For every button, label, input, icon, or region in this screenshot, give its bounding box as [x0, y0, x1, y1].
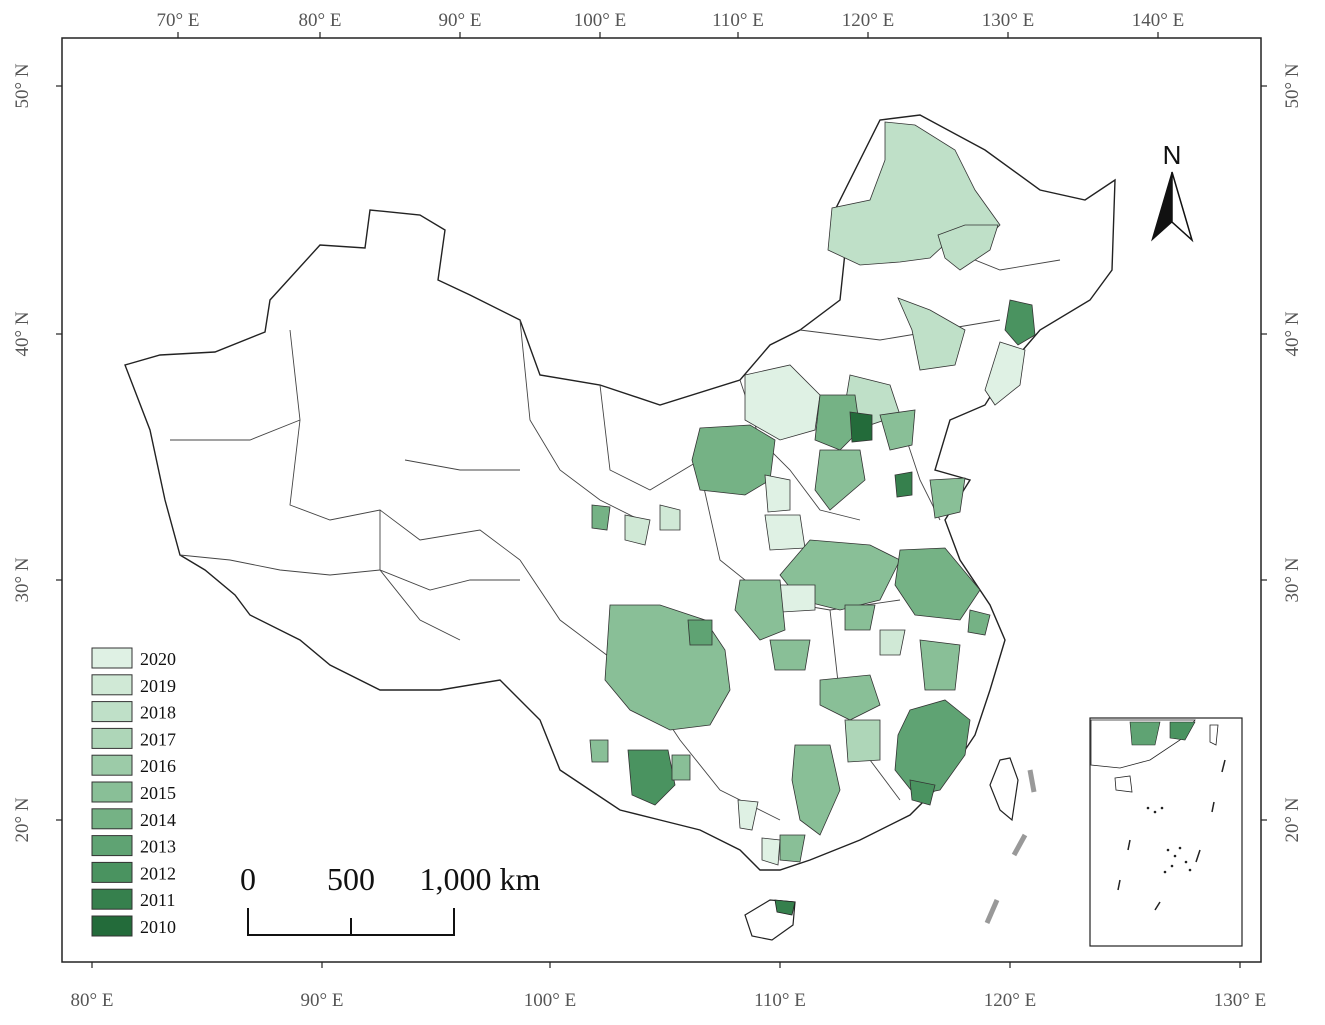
bottom-axis-label: 120° E	[984, 990, 1036, 1011]
region-shaded	[984, 341, 1026, 406]
scale-label: 1,000 km	[420, 861, 541, 897]
region-shaded	[687, 619, 713, 646]
scale-label: 0	[240, 861, 256, 897]
top-axis-labels: 70° E 80° E 90° E 100° E 110° E 120° E 1…	[157, 10, 1185, 31]
legend-label: 2012	[140, 863, 176, 883]
region-shaded	[764, 514, 806, 551]
legend-label: 2018	[140, 703, 176, 723]
region-shaded	[591, 504, 611, 531]
region-shaded	[624, 514, 651, 546]
region-shaded	[779, 584, 816, 613]
legend-label: 2013	[140, 837, 176, 857]
region-shaded	[744, 364, 821, 441]
legend-swatch	[91, 861, 133, 883]
legend-label: 2017	[140, 729, 176, 749]
region-shaded	[1004, 299, 1036, 346]
region-shaded	[659, 504, 681, 531]
legend-swatch	[91, 727, 133, 749]
legend-label: 2020	[140, 649, 176, 669]
bottom-axis-label: 110° E	[754, 990, 806, 1011]
legend-swatch	[91, 647, 133, 669]
bottom-axis-labels: 80° E 90° E 100° E 110° E 120° E 130° E	[71, 990, 1267, 1011]
region-shaded	[894, 547, 981, 621]
bottom-axis-label: 90° E	[301, 990, 344, 1011]
region-shaded	[967, 609, 991, 636]
left-axis-label: 40° N	[12, 311, 33, 356]
inset-content	[1090, 719, 1226, 911]
scale-label: 500	[327, 861, 375, 897]
legend-label: 2016	[140, 756, 176, 776]
legend-swatch	[91, 754, 133, 776]
legend: 2020 2019 2018 2017 2016 2015 2014 2013 2012 2011…	[91, 647, 176, 937]
right-axis-label: 50° N	[1282, 63, 1303, 108]
bottom-axis-label: 130° E	[1214, 990, 1266, 1011]
left-axis-labels: 50° N 40° N 30° N 20° N	[12, 63, 33, 842]
shaded-regions	[589, 121, 1036, 866]
region-shaded	[627, 749, 676, 806]
region-shaded	[844, 719, 881, 763]
region-shaded	[779, 834, 806, 863]
scale-bar: 0 500 1,000 km	[240, 861, 541, 936]
legend-swatch	[91, 781, 133, 803]
region-shaded	[734, 579, 786, 641]
region-shaded	[737, 799, 759, 831]
region-shaded	[791, 744, 841, 836]
region-shaded	[769, 639, 811, 671]
region-shaded	[761, 837, 781, 866]
region-shaded	[814, 394, 861, 451]
taiwan-island	[989, 757, 1019, 822]
right-axis-label: 30° N	[1282, 557, 1303, 602]
legend-label: 2011	[140, 890, 175, 910]
legend-swatch	[91, 808, 133, 830]
top-axis-label: 120° E	[842, 10, 894, 31]
region-shaded	[819, 674, 881, 721]
top-axis-label: 70° E	[157, 10, 200, 31]
region-shaded	[764, 474, 791, 513]
left-axis-label: 20° N	[12, 797, 33, 842]
region-shaded	[879, 409, 916, 451]
region-shaded	[929, 477, 966, 519]
region-shaded	[589, 739, 609, 763]
legend-label: 2010	[140, 917, 176, 937]
legend-swatch	[91, 888, 133, 910]
right-axis-label: 40° N	[1282, 311, 1303, 356]
region-fujian	[894, 699, 971, 796]
graticule-ticks	[56, 32, 1267, 968]
north-arrow: N	[1151, 140, 1194, 243]
legend-label: 2014	[140, 810, 176, 830]
top-axis-label: 100° E	[574, 10, 626, 31]
region-shaded	[774, 899, 796, 916]
legend-label: 2019	[140, 676, 176, 696]
bottom-axis-label: 80° E	[71, 990, 114, 1011]
region-darkest	[849, 411, 873, 443]
legend-label: 2015	[140, 783, 176, 803]
top-axis-label: 90° E	[439, 10, 482, 31]
sea-boundary-segments	[984, 769, 1037, 924]
bottom-axis-label: 100° E	[524, 990, 576, 1011]
north-label: N	[1163, 140, 1182, 170]
top-axis-label: 80° E	[299, 10, 342, 31]
legend-swatch	[91, 915, 133, 937]
region-shaded	[937, 224, 999, 271]
region-shaded	[894, 471, 913, 498]
top-axis-label: 130° E	[982, 10, 1034, 31]
region-ordos	[691, 424, 776, 496]
region-shaded	[814, 449, 866, 511]
legend-swatch	[91, 701, 133, 723]
region-shaded	[919, 639, 961, 691]
region-shaded	[844, 604, 876, 631]
top-axis-label: 110° E	[712, 10, 764, 31]
top-axis-label: 140° E	[1132, 10, 1184, 31]
region-shaded	[897, 297, 966, 371]
right-axis-label: 20° N	[1282, 797, 1303, 842]
region-shaded	[879, 629, 906, 656]
region-shaded	[909, 779, 936, 806]
region-shaded	[671, 754, 691, 781]
legend-swatch	[91, 835, 133, 857]
legend-swatch	[91, 674, 133, 696]
right-axis-labels: 50° N 40° N 30° N 20° N	[1282, 63, 1303, 842]
left-axis-label: 30° N	[12, 557, 33, 602]
left-axis-label: 50° N	[12, 63, 33, 108]
